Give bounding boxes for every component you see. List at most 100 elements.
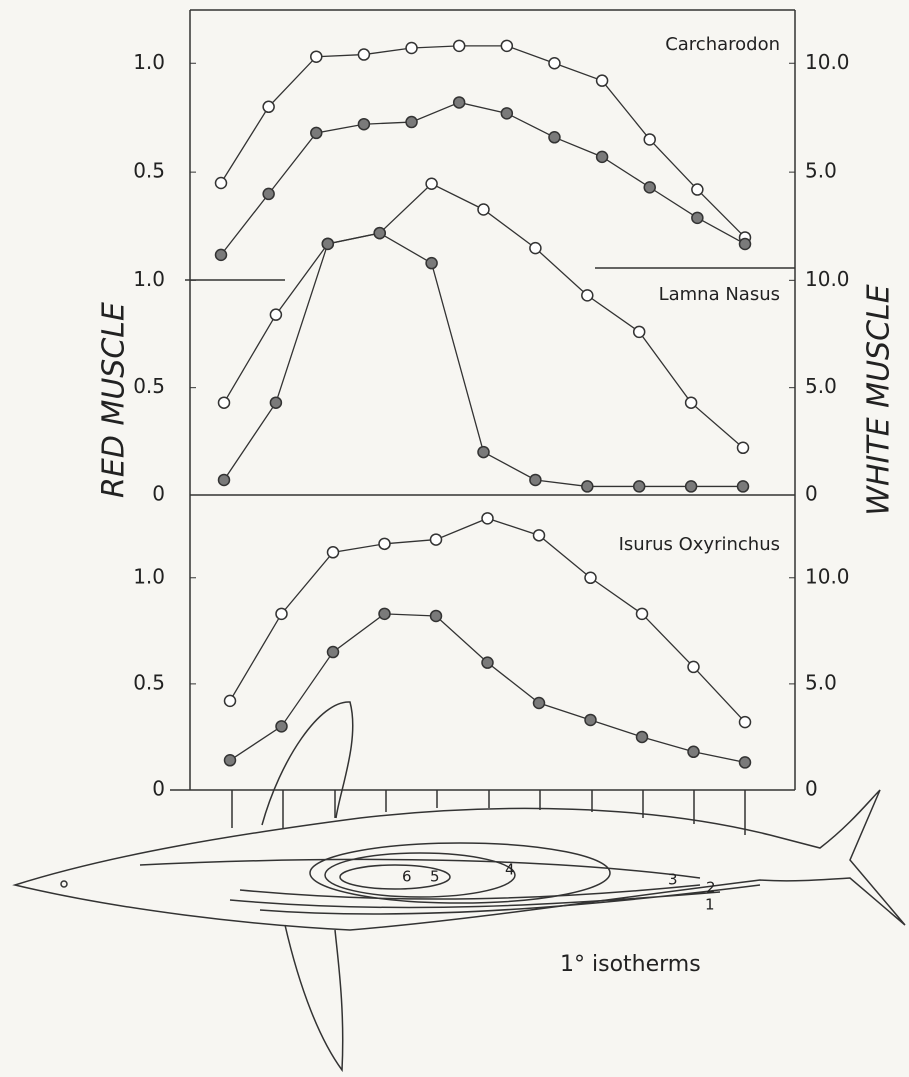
data-point bbox=[738, 237, 752, 251]
data-point bbox=[548, 131, 561, 144]
isotherm-label: 2 bbox=[706, 879, 716, 897]
data-point bbox=[643, 133, 656, 146]
data-point bbox=[310, 50, 323, 63]
data-point bbox=[425, 177, 438, 190]
panel-title: Isurus Oxyrinchus bbox=[619, 534, 780, 555]
data-point bbox=[310, 126, 323, 140]
y-tick-label: 0 bbox=[152, 777, 165, 801]
data-point bbox=[217, 473, 231, 487]
data-point bbox=[595, 150, 609, 164]
data-point bbox=[223, 754, 237, 767]
y2-tick-label: 0 bbox=[805, 777, 818, 801]
data-point bbox=[529, 241, 542, 255]
y-tick-label: 0.5 bbox=[133, 670, 165, 694]
data-point bbox=[736, 480, 750, 493]
data-point bbox=[738, 715, 752, 729]
y2-tick-label: 10.0 bbox=[805, 564, 850, 588]
data-point bbox=[269, 308, 283, 321]
data-point bbox=[532, 529, 546, 542]
data-point bbox=[684, 396, 698, 409]
y-tick-label: 0.5 bbox=[133, 159, 165, 183]
data-point bbox=[581, 480, 594, 493]
data-point bbox=[635, 730, 649, 744]
data-point bbox=[635, 607, 649, 621]
data-point bbox=[357, 48, 371, 61]
y-tick-label: 0.5 bbox=[133, 374, 165, 398]
data-point bbox=[223, 694, 237, 708]
data-point bbox=[429, 609, 443, 623]
figure-caption: 1° isotherms bbox=[560, 952, 701, 977]
data-point bbox=[691, 211, 704, 225]
data-point bbox=[405, 115, 418, 129]
y2-axis-label: WHITE MUSCLE bbox=[862, 284, 897, 515]
y-tick-label: 1.0 bbox=[133, 267, 165, 291]
shark-outline bbox=[12, 701, 906, 1073]
data-point bbox=[687, 745, 700, 759]
data-point bbox=[214, 248, 228, 262]
y-tick-label: 0 bbox=[152, 482, 165, 506]
data-point bbox=[452, 96, 466, 109]
y-axis-label: RED MUSCLE bbox=[97, 302, 132, 498]
isotherm-label: 4 bbox=[505, 861, 515, 879]
data-point bbox=[595, 74, 609, 87]
data-point bbox=[632, 480, 646, 493]
isotherm-label: 5 bbox=[430, 868, 440, 886]
data-point bbox=[429, 533, 443, 546]
data-point bbox=[214, 176, 228, 190]
data-point bbox=[262, 187, 275, 201]
series-line bbox=[229, 613, 746, 764]
station-ticks bbox=[231, 790, 746, 835]
data-point bbox=[378, 607, 391, 621]
data-point bbox=[269, 396, 283, 409]
data-point bbox=[643, 181, 656, 194]
data-point bbox=[481, 512, 494, 525]
data-point bbox=[481, 656, 494, 669]
data-point bbox=[326, 645, 340, 659]
data-point bbox=[548, 57, 561, 70]
isotherm-label: 3 bbox=[668, 871, 678, 889]
y2-tick-label: 0 bbox=[805, 482, 818, 506]
data-point bbox=[477, 203, 490, 216]
data-point bbox=[532, 696, 546, 710]
series-line bbox=[220, 101, 746, 256]
y-tick-label: 1.0 bbox=[133, 564, 165, 588]
data-point bbox=[425, 256, 438, 270]
data-point bbox=[357, 117, 371, 131]
y-tick-label: 1.0 bbox=[133, 50, 165, 74]
data-point bbox=[373, 226, 386, 240]
y2-tick-label: 10.0 bbox=[805, 267, 850, 291]
data-point bbox=[326, 546, 340, 559]
y2-tick-label: 5.0 bbox=[805, 374, 837, 398]
data-point bbox=[275, 607, 288, 621]
data-point bbox=[684, 480, 698, 493]
data-point bbox=[736, 441, 750, 455]
data-point bbox=[687, 660, 700, 674]
isotherm-label: 1 bbox=[705, 896, 715, 914]
data-point bbox=[477, 445, 490, 459]
data-point bbox=[500, 39, 514, 53]
data-point bbox=[321, 237, 335, 251]
y2-tick-label: 5.0 bbox=[805, 670, 837, 694]
data-point bbox=[378, 537, 391, 551]
data-point bbox=[529, 473, 542, 487]
series-line bbox=[220, 45, 746, 238]
data-point bbox=[500, 107, 514, 120]
data-point bbox=[632, 325, 646, 339]
panel-title: Carcharodon bbox=[665, 34, 780, 55]
data-point bbox=[275, 720, 288, 733]
data-point bbox=[691, 183, 704, 196]
data-point bbox=[584, 713, 597, 727]
data-point bbox=[738, 756, 752, 769]
isotherm-label: 6 bbox=[402, 868, 412, 886]
data-point bbox=[581, 289, 594, 302]
series-line bbox=[223, 182, 744, 449]
data-point bbox=[217, 396, 231, 409]
y2-tick-label: 5.0 bbox=[805, 159, 837, 183]
y2-tick-label: 10.0 bbox=[805, 50, 850, 74]
data-point bbox=[405, 41, 418, 55]
panel-title: Lamna Nasus bbox=[659, 284, 780, 305]
data-point bbox=[584, 571, 597, 585]
data-point bbox=[452, 39, 466, 53]
